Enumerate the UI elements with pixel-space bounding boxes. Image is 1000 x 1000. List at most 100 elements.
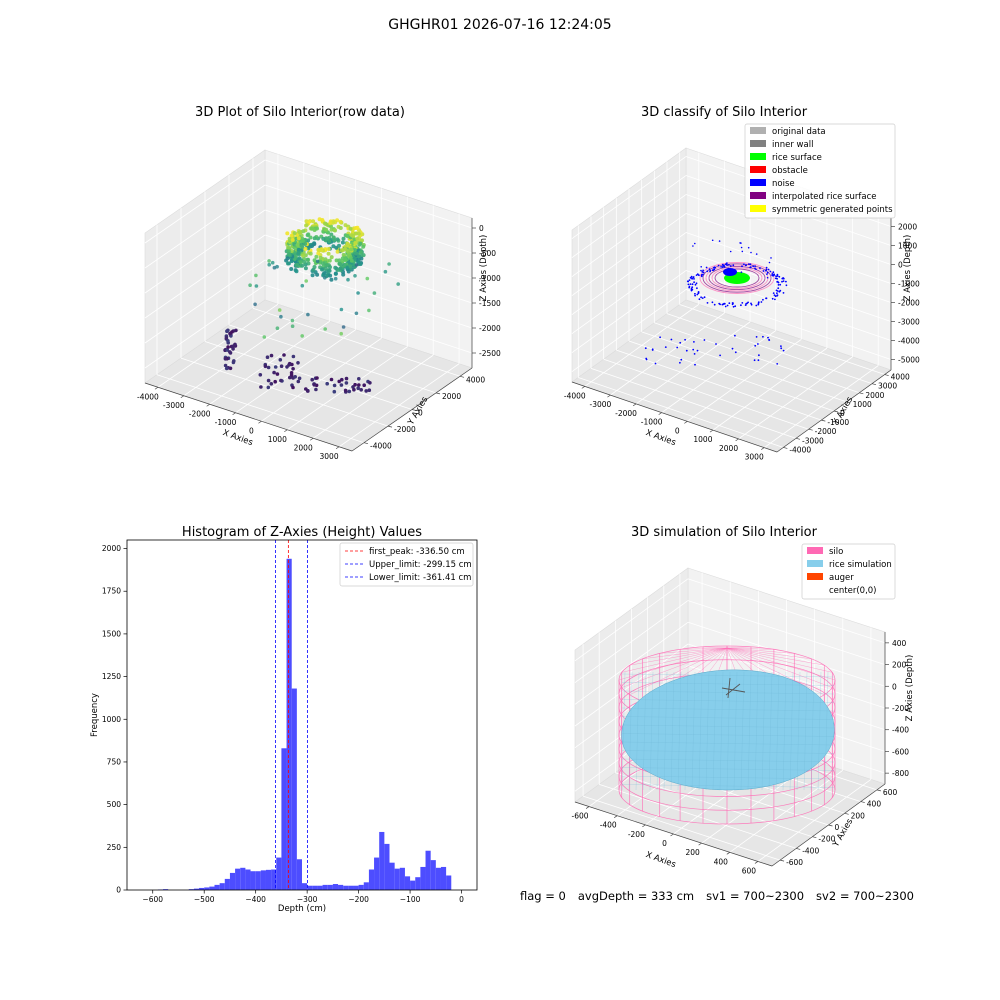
cls-noise-point [773,294,776,296]
raw-point [306,312,310,317]
raw-point [357,383,361,387]
cls-noise-point [772,292,775,294]
sim-y-tick-label: 600 [883,788,898,797]
cls-ring [699,262,775,294]
cls-noise-point [780,345,782,347]
cls-noise-point [727,267,730,270]
sim-rice-mesh [621,716,835,720]
cls-noise-point [694,292,696,295]
raw-point [310,377,315,382]
cls-grid-z-left [571,175,687,258]
cls-noise-point [767,336,769,339]
raw-point [326,251,331,256]
cls-legend-label: obstacle [772,166,808,176]
cls-legend-swatch [750,179,766,186]
sim-y-tick [844,812,849,815]
raw-point [338,226,343,230]
cls-noise-point [696,287,698,290]
raw-point [230,330,234,334]
hist-bar [255,871,261,890]
sim-rice-mesh [691,671,696,791]
raw-point [272,265,277,270]
raw-point [290,238,295,242]
cls-grid-y [603,358,809,430]
cls-noise-point [732,305,735,308]
sim-grid-z-left [574,665,689,749]
raw-point [266,378,271,383]
hist-bar [276,857,282,890]
cls-legend-swatch [750,140,766,147]
sim-auger-arm [721,687,746,693]
hist-bar [348,885,354,890]
hist-bars [157,558,452,890]
cls-grid-z-left [571,194,687,277]
raw-point [332,228,337,233]
raw-point [367,308,371,313]
sim-y-tick [796,848,801,850]
cls-y-tick-label: 2000 [865,391,884,400]
cls-noise-point [726,304,729,307]
cls-grid-z [685,232,892,303]
raw-point [353,231,358,236]
cls-noise-center [723,268,737,276]
cls-legend-label: symmetric generated points [772,205,893,215]
cls-noise-point [726,262,728,264]
cls-noise-point [755,268,757,271]
sim-silo-roof [726,646,752,649]
sim-z-tick-label: -600 [892,747,909,756]
status-avg-depth: avgDepth = 333 cm [577,889,695,903]
cls-x-tick [607,394,611,398]
hist-bar [358,884,364,890]
cls-noise-point [747,301,749,304]
cls-noise-point [715,343,717,345]
raw-point [396,282,401,286]
hist-bar [394,868,400,890]
raw-point [339,307,344,312]
hist-bar [163,889,169,890]
cls-noise-point [644,347,647,350]
cls-legend-box [744,123,896,219]
cls-noise-point [708,268,711,271]
sim-silo-roof [659,647,728,654]
raw-point [258,373,263,377]
sim-silo-roof [621,647,728,673]
hist-legend: first_peak: -336.50 cm Upper_limit: -299.… [339,542,474,587]
raw-point [383,269,388,274]
raw-point [341,325,346,329]
cls-noise-point [768,338,770,341]
raw-point [275,326,280,331]
cls-noise-point [785,284,788,287]
raw-point [269,353,274,358]
raw-point [225,348,230,352]
raw-z-tick-label: -1500 [479,299,501,308]
hist-y-tick-label: 500 [107,800,122,809]
cls-y-tick [821,419,826,422]
hist-x-tick-label: 0 [459,895,464,904]
raw-point [303,266,308,271]
cls-noise-point [711,239,714,242]
raw-point [296,236,301,241]
sim-title: 3D simulation of Silo Interior [631,525,818,540]
cls-noise-point [755,304,758,307]
hist-bar [410,880,416,890]
cls-x-tick-label: 2000 [719,444,738,453]
sim-rice-mesh [621,784,835,788]
raw-point [301,253,305,258]
hist-bar [250,871,256,890]
raw-point [316,247,321,252]
hist-legend-box [339,542,474,587]
sim-y-label: Y Axies [831,817,856,850]
sim-x-tick-label: 0 [662,839,667,848]
cls-legend-label: original data [772,127,826,137]
raw-point [224,366,229,371]
cls-noise-point [782,349,785,352]
raw-point [286,246,291,251]
cls-noise-point [785,280,787,283]
cls-ring [708,265,766,291]
raw-x-tick-label: 1000 [268,435,287,444]
raw-point [285,231,290,236]
cls-noise-point [713,303,716,306]
raw-grid-z [264,259,473,329]
raw-point [345,234,350,238]
hist-y-tick-label: 1250 [102,672,121,681]
